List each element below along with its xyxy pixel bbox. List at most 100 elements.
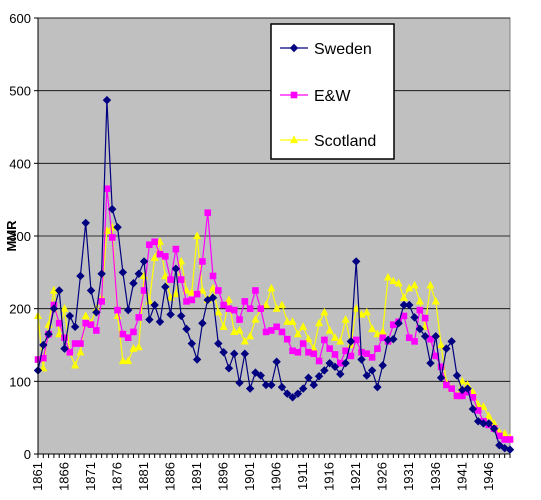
data-point bbox=[224, 295, 233, 304]
data-point bbox=[76, 347, 85, 356]
data-point bbox=[103, 185, 111, 193]
x-tick-label: 1876 bbox=[110, 462, 125, 491]
data-point bbox=[161, 271, 170, 280]
data-point bbox=[341, 358, 350, 368]
x-tick-label: 1941 bbox=[454, 462, 469, 491]
data-point bbox=[362, 307, 371, 316]
data-point bbox=[114, 306, 121, 314]
data-point bbox=[113, 223, 122, 232]
y-tick-label: 400 bbox=[9, 156, 31, 171]
data-point bbox=[256, 371, 265, 380]
data-point bbox=[188, 296, 196, 304]
data-point bbox=[278, 328, 286, 336]
data-point bbox=[272, 357, 281, 366]
x-tick-label: 1921 bbox=[348, 462, 363, 491]
data-point bbox=[134, 342, 143, 351]
data-point bbox=[389, 276, 398, 285]
data-point bbox=[405, 283, 414, 292]
data-point bbox=[187, 339, 197, 348]
data-point bbox=[118, 268, 128, 277]
data-point bbox=[452, 371, 462, 380]
data-point bbox=[368, 354, 376, 361]
data-point bbox=[161, 253, 169, 260]
data-point bbox=[426, 280, 435, 289]
data-point bbox=[155, 237, 165, 245]
data-point bbox=[139, 257, 149, 266]
data-point bbox=[458, 376, 467, 385]
data-point bbox=[219, 348, 228, 357]
data-point bbox=[420, 332, 430, 341]
data-point bbox=[171, 289, 180, 298]
data-point bbox=[320, 366, 329, 375]
data-point bbox=[246, 331, 255, 340]
data-point bbox=[155, 317, 165, 326]
data-point bbox=[304, 334, 313, 343]
data-point bbox=[220, 301, 227, 309]
data-point bbox=[283, 389, 292, 398]
data-point bbox=[410, 280, 419, 289]
data-point bbox=[145, 315, 154, 324]
data-point bbox=[336, 336, 345, 345]
data-point bbox=[262, 328, 270, 336]
data-point bbox=[405, 300, 414, 310]
data-point bbox=[230, 306, 238, 314]
data-point bbox=[305, 348, 312, 356]
data-point bbox=[267, 283, 276, 292]
data-point bbox=[209, 272, 217, 280]
data-point bbox=[352, 304, 361, 312]
data-point bbox=[421, 314, 429, 322]
data-point bbox=[506, 436, 514, 443]
data-point bbox=[341, 314, 350, 323]
data-point bbox=[273, 323, 280, 331]
data-point bbox=[389, 334, 398, 344]
data-point bbox=[373, 382, 382, 392]
x-tick-label: 1861 bbox=[30, 462, 45, 491]
data-point bbox=[442, 344, 451, 353]
data-point bbox=[135, 314, 143, 321]
x-tick-label: 1906 bbox=[269, 462, 284, 491]
data-point bbox=[60, 344, 69, 353]
data-point bbox=[172, 245, 180, 253]
data-point bbox=[293, 389, 303, 398]
x-tick-label: 1946 bbox=[481, 462, 496, 491]
data-point bbox=[272, 304, 281, 312]
data-point bbox=[321, 336, 328, 344]
data-point bbox=[289, 347, 296, 355]
data-point bbox=[199, 258, 206, 265]
y-tick-label: 500 bbox=[9, 84, 31, 99]
data-point bbox=[399, 293, 408, 301]
data-point bbox=[437, 363, 445, 371]
data-point bbox=[468, 404, 478, 414]
data-point bbox=[436, 373, 446, 382]
data-point bbox=[187, 288, 196, 296]
data-point bbox=[299, 340, 307, 347]
data-point bbox=[93, 327, 100, 334]
data-point bbox=[416, 306, 424, 314]
data-point bbox=[374, 345, 381, 352]
data-point bbox=[198, 318, 207, 328]
data-point bbox=[431, 296, 440, 305]
data-point bbox=[299, 322, 308, 330]
data-point bbox=[431, 332, 440, 341]
x-tick-label: 1891 bbox=[189, 462, 204, 491]
data-point bbox=[119, 330, 127, 338]
data-point bbox=[251, 314, 260, 323]
data-point bbox=[150, 300, 159, 310]
data-point bbox=[124, 356, 133, 365]
data-point bbox=[108, 234, 116, 241]
data-point bbox=[283, 335, 291, 343]
data-point bbox=[156, 250, 164, 258]
data-point bbox=[230, 349, 239, 358]
data-point bbox=[443, 381, 450, 389]
data-point bbox=[484, 411, 493, 420]
data-point bbox=[357, 355, 366, 364]
data-point bbox=[124, 334, 132, 342]
x-axis-ticks: 1861 1866 1871 1876 1881 1886 1891 1896 1901 1906… bbox=[30, 454, 511, 491]
data-point bbox=[71, 340, 79, 347]
data-point bbox=[505, 445, 515, 454]
data-point bbox=[326, 345, 333, 352]
data-point bbox=[289, 43, 299, 53]
data-point bbox=[44, 329, 53, 339]
y-axis-label: MMR bbox=[4, 220, 19, 252]
